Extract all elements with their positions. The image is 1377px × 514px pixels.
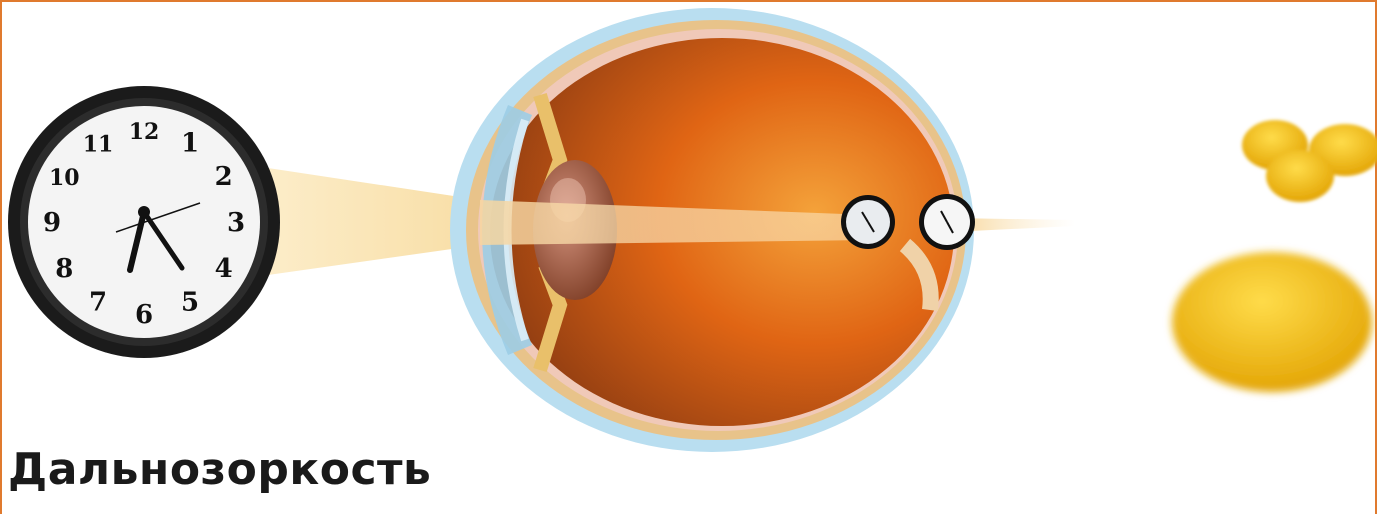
lemon-cluster-sharp — [1242, 120, 1377, 202]
clock-hour-hand — [127, 209, 147, 273]
retina-clock-image — [841, 195, 895, 249]
clock-numeral: 6 — [135, 300, 153, 330]
clock-numeral: 10 — [49, 165, 80, 191]
light-beam-focus — [950, 218, 1075, 232]
clock-numeral: 7 — [89, 288, 107, 318]
diagram-caption: Дальнозоркость — [8, 444, 432, 495]
clock-numeral: 8 — [55, 254, 73, 284]
clock-numeral: 4 — [215, 254, 233, 284]
light-beam-incoming — [268, 168, 480, 275]
optic-nerve — [899, 238, 939, 311]
clock-numeral: 9 — [43, 208, 61, 238]
light-beam-inside — [480, 200, 870, 245]
clock-numeral: 2 — [215, 162, 233, 192]
clock-minute-hand — [141, 209, 185, 271]
clock-numeral: 1 — [181, 128, 199, 158]
clock-numeral: 12 — [129, 119, 160, 145]
lemon-blurred — [1172, 252, 1372, 392]
focal-point-clock-image — [919, 194, 975, 250]
clock-numeral: 11 — [83, 131, 114, 157]
clock-numeral: 5 — [181, 288, 199, 318]
clock-numeral: 3 — [227, 208, 245, 238]
clock-second-hand — [115, 202, 201, 233]
